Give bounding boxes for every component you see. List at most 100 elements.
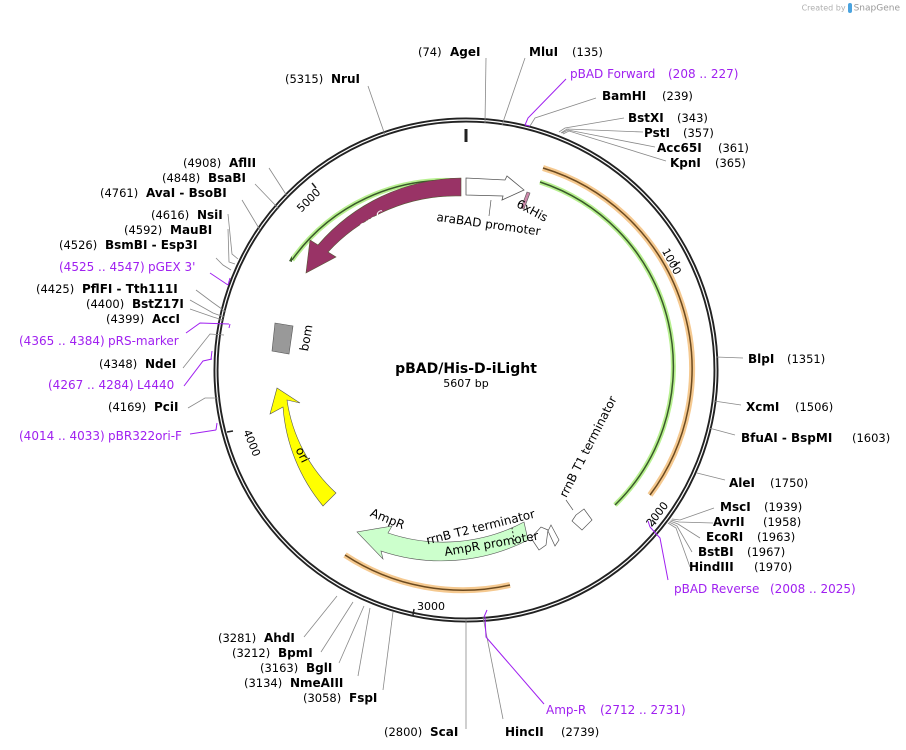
svg-text:pBR322ori-F: pBR322ori-F [108, 429, 182, 443]
svg-text:Amp-R: Amp-R [546, 703, 586, 717]
svg-text:(2008 .. 2025): (2008 .. 2025) [770, 582, 856, 596]
enzyme-aflii[interactable]: (4908) AflII [183, 156, 256, 170]
enzyme-xcmi[interactable]: XcmI (1506) [746, 400, 833, 414]
svg-text:(4399): (4399) [106, 312, 144, 326]
enzyme-ahdi[interactable]: (3281) AhdI [218, 631, 295, 645]
primer-pbad-reverse[interactable]: pBAD Reverse (2008 .. 2025) [674, 582, 856, 596]
svg-text:(4365 .. 4384): (4365 .. 4384) [19, 334, 105, 348]
primer-labels: pBAD Forward (208 .. 227) pBAD Reverse (20… [19, 67, 856, 717]
svg-text:pRS-marker: pRS-marker [108, 334, 179, 348]
enzyme-hindiii[interactable]: HindIII (1970) [689, 560, 792, 574]
svg-text:L4440: L4440 [137, 378, 174, 392]
svg-text:(1603): (1603) [852, 431, 890, 445]
svg-text:ScaI: ScaI [430, 725, 458, 739]
enzyme-alei[interactable]: AleI (1750) [729, 476, 808, 490]
enzyme-pcii[interactable]: (4169) PciI [108, 400, 179, 414]
svg-text:AccI: AccI [152, 312, 180, 326]
enzyme-bamhi[interactable]: BamHI (239) [602, 89, 693, 103]
enzyme-maubi[interactable]: (4592) MauBI [124, 223, 212, 237]
enzyme-kpni[interactable]: KpnI (365) [670, 156, 746, 170]
primer-prs-marker[interactable]: (4365 .. 4384) pRS-marker [19, 334, 179, 348]
enzyme-pflfi-tth111i[interactable]: (4425) PflFI - Tth111I [36, 282, 178, 296]
enzyme-labels: (74) AgeI MluI (135) BamHI (239) BstXI (343)… [36, 45, 890, 739]
enzyme-fspi[interactable]: (3058) FspI [303, 691, 377, 705]
tick-label-3000: 3000 [417, 600, 445, 613]
svg-text:AvaI - BsoBI: AvaI - BsoBI [146, 186, 227, 200]
svg-text:(1970): (1970) [754, 560, 792, 574]
bp-ticks [226, 182, 681, 616]
svg-text:(4169): (4169) [108, 400, 146, 414]
enzyme-bsmbi-esp3i[interactable]: (4526) BsmBI - Esp3I [59, 238, 197, 252]
enzyme-scai[interactable]: (2800) ScaI [384, 725, 458, 739]
svg-text:(4525 .. 4547): (4525 .. 4547) [59, 260, 145, 274]
svg-text:NruI: NruI [331, 72, 360, 86]
primer-amp-r[interactable]: Amp-R (2712 .. 2731) [546, 703, 686, 717]
enzyme-hincii[interactable]: HincII (2739) [505, 725, 599, 739]
svg-text:(4616): (4616) [151, 208, 189, 222]
primer-pbad-forward[interactable]: pBAD Forward (208 .. 227) [570, 67, 738, 81]
snapgene-branding: Created by SnapGene [802, 3, 900, 14]
feature-ori[interactable] [269, 387, 337, 507]
svg-text:NdeI: NdeI [145, 357, 176, 371]
svg-text:pGEX 3': pGEX 3' [148, 260, 195, 274]
svg-text:XcmI: XcmI [746, 400, 779, 414]
svg-text:BpmI: BpmI [278, 646, 313, 660]
enzyme-mlui[interactable]: MluI (135) [529, 45, 603, 59]
feature-araBAD-promoter[interactable] [465, 175, 525, 201]
enzyme-avai-bsobi[interactable]: (4761) AvaI - BsoBI [100, 186, 227, 200]
svg-text:(4908): (4908) [183, 156, 221, 170]
enzyme-bfuai-bspmi[interactable]: BfuAI - BspMI (1603) [741, 431, 890, 445]
feature-ampR[interactable] [356, 521, 529, 562]
svg-text:(3212): (3212) [232, 646, 270, 660]
enzyme-msci[interactable]: MscI (1939) [720, 500, 802, 514]
svg-text:(3134): (3134) [244, 676, 282, 690]
svg-text:BglI: BglI [306, 661, 332, 675]
svg-text:(3058): (3058) [303, 691, 341, 705]
tick-label-2000: 2000 [644, 499, 671, 529]
enzyme-nmeaiii[interactable]: (3134) NmeAIII [244, 676, 343, 690]
svg-text:AgeI: AgeI [450, 45, 480, 59]
enzyme-nsii[interactable]: (4616) NsiI [151, 208, 223, 222]
feature-rrnB-T2[interactable] [547, 524, 560, 547]
svg-text:(4592): (4592) [124, 223, 162, 237]
feature-rrnB-T1[interactable] [571, 508, 593, 531]
svg-text:(1939): (1939) [764, 500, 802, 514]
feature-ampR-promoter[interactable] [530, 526, 549, 551]
primer-pbr322ori-f[interactable]: (4014 .. 4033) pBR322ori-F [19, 429, 182, 443]
enzyme-ecori[interactable]: EcoRI (1963) [706, 530, 795, 544]
enzyme-bsabi[interactable]: (4848) BsaBI [162, 171, 246, 185]
feature-bom[interactable] [271, 322, 294, 355]
svg-text:AvrII: AvrII [713, 515, 745, 529]
enzyme-acc65i[interactable]: Acc65I (361) [657, 141, 749, 155]
svg-text:(1963): (1963) [757, 530, 795, 544]
svg-text:(4526): (4526) [59, 238, 97, 252]
svg-text:(1958): (1958) [763, 515, 801, 529]
svg-text:(4761): (4761) [100, 186, 138, 200]
svg-text:AleI: AleI [729, 476, 755, 490]
svg-text:AhdI: AhdI [264, 631, 295, 645]
svg-text:(4348): (4348) [99, 357, 137, 371]
snapgene-logo-icon [847, 3, 852, 13]
svg-text:PciI: PciI [154, 400, 179, 414]
enzyme-psti[interactable]: PstI (357) [644, 126, 714, 140]
primer-pgex3[interactable]: (4525 .. 4547) pGEX 3' [59, 260, 195, 274]
feature-6xHis[interactable] [520, 191, 531, 210]
enzyme-acci[interactable]: (4399) AccI [106, 312, 180, 326]
svg-text:(4400): (4400) [86, 297, 124, 311]
feature-araC[interactable] [305, 177, 462, 274]
enzyme-bstxi[interactable]: BstXI (343) [628, 111, 708, 125]
svg-text:PflFI - Tth111I: PflFI - Tth111I [82, 282, 178, 296]
enzyme-bgli[interactable]: (3163) BglI [260, 661, 332, 675]
enzyme-nrui[interactable]: (5315) NruI [285, 72, 360, 86]
primer-l4440[interactable]: (4267 .. 4284) L4440 [48, 378, 174, 392]
svg-text:(357): (357) [683, 126, 714, 140]
enzyme-blpi[interactable]: BlpI (1351) [748, 352, 825, 366]
enzyme-agei[interactable]: (74) AgeI [418, 45, 480, 59]
enzyme-avrii[interactable]: AvrII (1958) [713, 515, 801, 529]
svg-text:BstXI: BstXI [628, 111, 664, 125]
enzyme-ndei[interactable]: (4348) NdeI [99, 357, 176, 371]
svg-text:(135): (135) [572, 45, 603, 59]
enzyme-bpmi[interactable]: (3212) BpmI [232, 646, 313, 660]
enzyme-bstbi[interactable]: BstBI (1967) [698, 545, 785, 559]
enzyme-bstz17i[interactable]: (4400) BstZ17I [86, 297, 184, 311]
